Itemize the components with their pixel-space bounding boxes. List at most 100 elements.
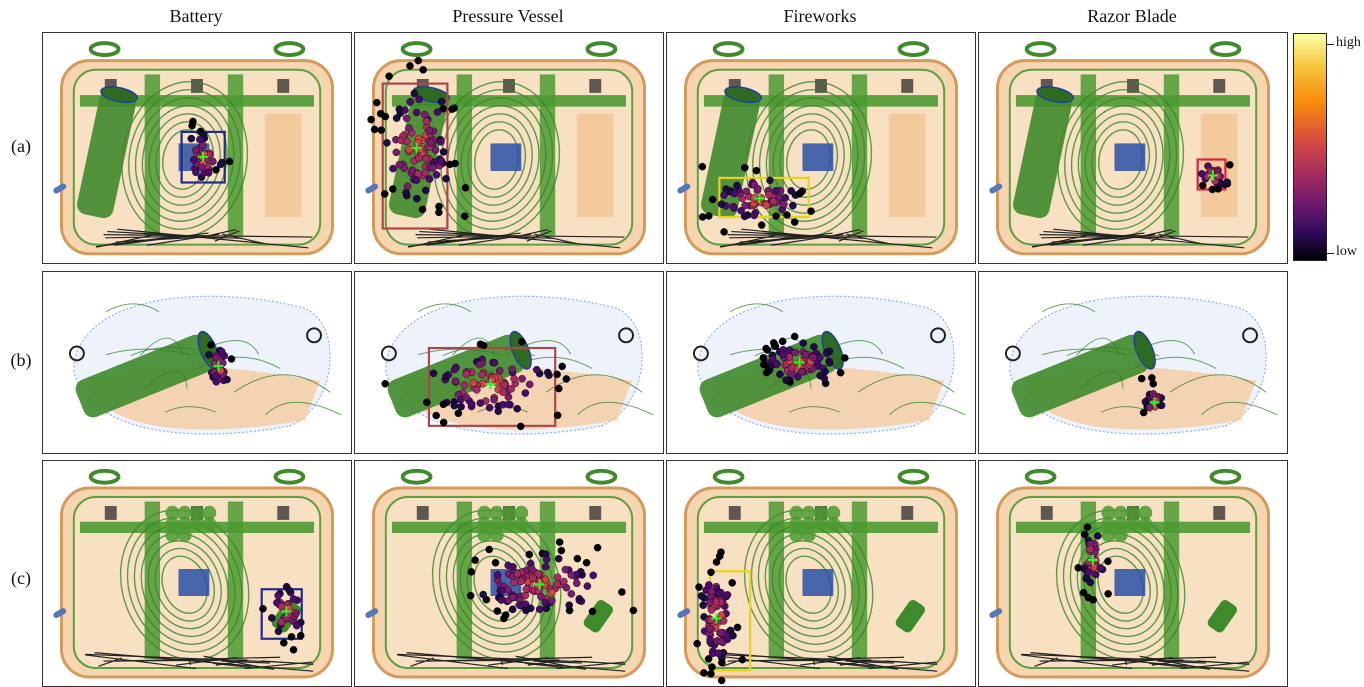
xray-panel-c-battery: + (42, 460, 352, 687)
detection-box (260, 588, 303, 640)
attribution-point (750, 194, 758, 202)
attribution-point (467, 400, 476, 408)
attribution-point (200, 150, 208, 159)
attribution-point (439, 148, 448, 156)
attribution-point (567, 571, 576, 579)
attribution-point (293, 621, 301, 630)
attribution-point (1089, 596, 1097, 604)
attribution-point (1083, 523, 1092, 531)
attribution-point (437, 138, 445, 146)
attribution-point (705, 212, 713, 220)
attribution-point (403, 137, 411, 146)
attribution-point (730, 189, 739, 198)
attribution-point (471, 556, 479, 564)
attribution-point (754, 185, 762, 193)
attribution-point (1207, 168, 1216, 176)
attribution-point (461, 184, 470, 192)
attribution-point (462, 370, 471, 378)
attribution-point (406, 62, 414, 70)
attribution-point (392, 148, 401, 157)
attribution-point (292, 609, 300, 617)
attribution-points (1137, 374, 1166, 417)
attribution-point (582, 558, 591, 567)
attribution-point (836, 368, 845, 377)
attribution-point (720, 191, 728, 199)
attribution-point (822, 349, 831, 357)
attribution-point (1074, 564, 1082, 572)
xray-panel-a-battery: + (42, 32, 352, 264)
attribution-point (478, 370, 486, 379)
attribution-point (450, 401, 459, 410)
attribution-point (429, 164, 437, 172)
attribution-point (699, 601, 707, 609)
attribution-point (454, 409, 463, 418)
attribution-point (561, 565, 570, 574)
attribution-point (389, 185, 397, 193)
attribution-point (534, 570, 542, 579)
attribution-point (737, 207, 745, 215)
centroid-marker: + (1086, 550, 1099, 569)
attribution-point (588, 607, 597, 616)
attribution-point (801, 350, 810, 359)
attribution-point (504, 400, 512, 409)
attribution-point (508, 365, 516, 374)
attribution-point (762, 344, 770, 353)
attribution-point (490, 395, 498, 404)
attribution-point (778, 337, 787, 346)
attribution-point (723, 591, 732, 599)
attribution-point (776, 370, 784, 379)
attribution-point (383, 139, 391, 147)
attribution-point (557, 546, 566, 555)
attribution-point (412, 108, 421, 117)
attribution-point (500, 381, 509, 389)
detection-box (381, 82, 449, 230)
attribution-point (720, 228, 728, 236)
attribution-point (573, 579, 581, 588)
xray-image: + (365, 41, 647, 256)
attribution-point (429, 369, 438, 378)
attribution-point (467, 568, 476, 576)
attribution-point (733, 623, 742, 632)
xray-panel-a-fireworks: + (666, 32, 976, 264)
attribution-point (525, 550, 534, 559)
attribution-point (402, 188, 410, 197)
attribution-point (708, 195, 717, 204)
attribution-point (499, 388, 507, 396)
attribution-point (437, 97, 446, 106)
colorbar-high-label: high (1336, 35, 1361, 50)
attribution-point (1091, 556, 1100, 564)
attribution-point (809, 353, 818, 362)
attribution-point (541, 562, 550, 571)
attribution-point (791, 348, 800, 357)
attribution-point (431, 146, 440, 154)
attribution-point (473, 386, 481, 394)
attribution-point (439, 418, 448, 427)
attribution-point (554, 554, 563, 563)
attribution-point (1086, 545, 1095, 554)
centroid-marker: + (484, 374, 497, 393)
xray-image: + (53, 41, 335, 256)
attribution-point (509, 563, 517, 572)
centroid-marker: + (197, 147, 210, 166)
attribution-points (698, 162, 815, 236)
attribution-point (522, 585, 531, 593)
attribution-point (565, 606, 574, 615)
attribution-point (522, 606, 530, 615)
attribution-point (567, 590, 576, 598)
attribution-point (1214, 185, 1223, 193)
attribution-point (216, 366, 225, 375)
attribution-point (432, 171, 441, 179)
attribution-point (717, 611, 726, 619)
attribution-points (259, 582, 305, 654)
xray-image: + (989, 468, 1271, 679)
attribution-point (697, 592, 706, 600)
detection-box (427, 346, 557, 427)
attribution-point (562, 583, 571, 592)
attribution-point (759, 360, 768, 369)
attribution-point (513, 570, 522, 578)
attribution-point (508, 605, 517, 614)
attribution-point (1084, 568, 1093, 576)
attribution-point (707, 587, 716, 596)
attribution-point (462, 393, 470, 401)
centroid-marker: + (280, 602, 293, 621)
